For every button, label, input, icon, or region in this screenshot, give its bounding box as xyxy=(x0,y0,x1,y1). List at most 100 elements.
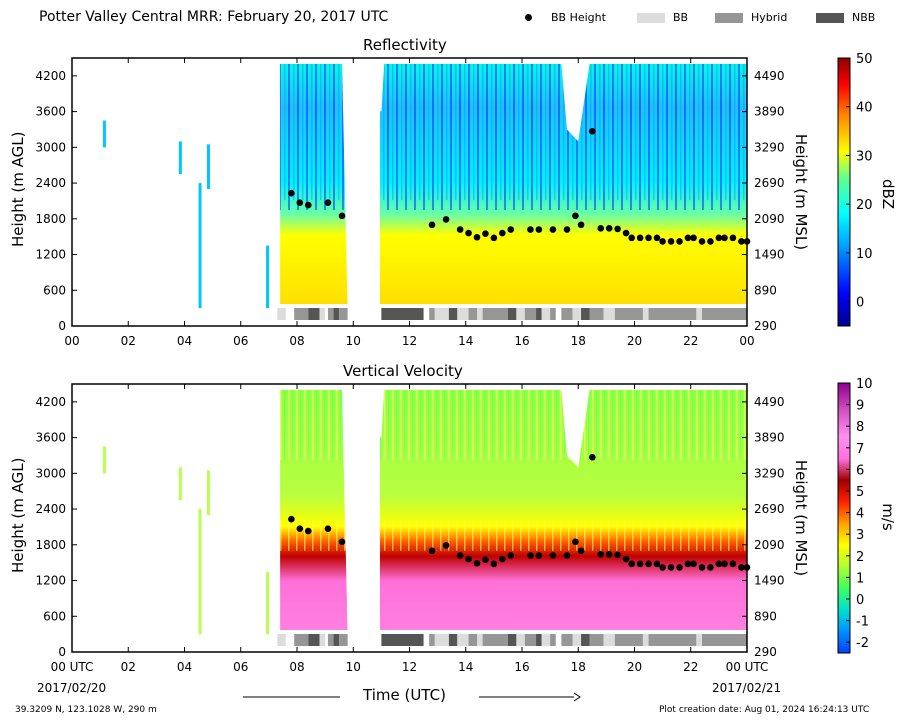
bb-height-point xyxy=(535,552,543,559)
bb-height-point xyxy=(563,552,571,559)
y-right-tick-label: 890 xyxy=(754,609,777,623)
bb-type-bar xyxy=(308,634,320,646)
x-tick-label: 20 xyxy=(627,660,642,674)
dbz-colorbar-tick-label: 40 xyxy=(856,101,873,116)
bb-type-bar xyxy=(541,308,551,320)
gap-top-2 xyxy=(561,63,590,142)
bb-type-bar xyxy=(516,308,525,320)
x-tick-label: 02 xyxy=(121,660,136,674)
bb-type-bar xyxy=(477,308,483,320)
bb-height-point xyxy=(577,547,585,555)
bb-height-point xyxy=(499,229,506,237)
bb-height-point xyxy=(690,560,697,568)
bb-height-point xyxy=(715,560,723,568)
legend-dot-icon xyxy=(525,14,532,21)
early-echo-3 xyxy=(207,144,210,190)
y-left-tick-label: 600 xyxy=(43,283,66,297)
y-right-tick-label: 1490 xyxy=(754,248,785,262)
dbz-colorbar-tick-label: 10 xyxy=(856,247,873,262)
bb-height-point xyxy=(549,226,557,233)
x-tick-label: 06 xyxy=(233,660,248,674)
bb-type-bar xyxy=(589,308,604,320)
bb-height-point xyxy=(527,226,534,233)
bb-type-bar xyxy=(482,308,508,320)
date-end: 2017/02/21 xyxy=(712,681,782,695)
bb-height-point xyxy=(667,564,675,571)
y-left-tick-label: 0 xyxy=(58,645,66,659)
bb-height-point xyxy=(304,527,312,535)
velocity-colorbar-tick-label: 9 xyxy=(856,399,864,414)
y-left-tick-label: 4200 xyxy=(35,395,66,409)
bb-type-bar xyxy=(536,308,542,320)
bb-height-point xyxy=(659,564,666,571)
bb-height-point xyxy=(645,234,652,242)
bb-height-point xyxy=(676,564,683,571)
bb-height-point xyxy=(465,555,472,563)
bb-type-bar xyxy=(381,308,424,320)
bb-type-bar xyxy=(319,634,326,646)
colorbars: 0 10 20 30 40 50 -2 -1 0 1 2 3 4 5 6 7 8 9 10 xyxy=(837,52,873,654)
bb-type-bar xyxy=(339,308,348,320)
x-tick-label: 00 xyxy=(64,334,79,348)
y-right-tick-label: 290 xyxy=(754,645,777,659)
bb-height-point xyxy=(572,538,579,546)
vertical-velocity-panel: 0 600 1200 1800 2400 3000 3600 4200 290 890 1490 20… xyxy=(35,383,785,674)
bb-height-point xyxy=(456,552,464,559)
bb-type-bar xyxy=(561,308,573,320)
x-tick-label: 08 xyxy=(289,334,304,348)
bb-height-point xyxy=(456,226,464,233)
bb-type-bar xyxy=(468,308,477,320)
footer-creation-date: Plot creation date: Aug 01, 2024 16:24:1… xyxy=(659,705,870,715)
bb-height-point xyxy=(563,226,571,233)
early-echo-3 xyxy=(207,470,210,516)
bb-height-point xyxy=(473,559,481,567)
bb-type-bar xyxy=(477,634,483,646)
legend: BB Height BB Hybrid NBB xyxy=(520,10,900,28)
bb-type-bar xyxy=(333,634,340,646)
x-tick-label: 14 xyxy=(458,660,473,674)
bb-height-point xyxy=(645,560,652,568)
bb-height-point xyxy=(628,560,635,568)
bb-height-point xyxy=(659,238,666,245)
bb-type-bar xyxy=(277,308,286,320)
bb-type-bar xyxy=(516,634,525,646)
y-left-tick-label: 3600 xyxy=(35,431,66,445)
bb-type-bar xyxy=(572,308,582,320)
y-right-tick-label: 1490 xyxy=(754,574,785,588)
time-arrows xyxy=(243,692,581,702)
y-right-tick-label: 3290 xyxy=(754,140,785,154)
bb-height-point xyxy=(721,560,728,568)
reflectivity-panel: 0600120018002400300036004200290890149020… xyxy=(35,57,785,348)
bb-type-bar xyxy=(550,308,556,320)
bb-type-bar xyxy=(482,634,508,646)
bb-height-point xyxy=(482,230,489,237)
bb-height-point xyxy=(597,225,605,232)
bb-height-point xyxy=(473,233,481,241)
bb-type-bar xyxy=(434,308,449,320)
velocity-colorbar-tick-label: 6 xyxy=(856,463,864,478)
bb-height-point xyxy=(729,234,737,242)
bb-height-point xyxy=(729,560,737,568)
bb-height-point xyxy=(653,234,661,242)
y-right-tick-label: 3890 xyxy=(754,431,785,445)
x-tick-label: 16 xyxy=(514,660,529,674)
velocity-colorbar-tick-label: 10 xyxy=(856,377,873,392)
bb-type-bar xyxy=(448,308,458,320)
bb-type-bar xyxy=(696,308,702,320)
date-start: 2017/02/20 xyxy=(37,681,107,695)
bb-type-bar xyxy=(581,308,590,320)
bb-type-bar xyxy=(434,634,449,646)
bb-type-bar xyxy=(642,308,649,320)
bb-height-point xyxy=(577,221,585,229)
velocity-colorbar-tick-label: -2 xyxy=(856,636,869,651)
bb-height-point xyxy=(304,201,312,209)
y-left-tick-label: 1200 xyxy=(35,248,66,262)
y-right-tick-label: 2690 xyxy=(754,176,785,190)
gap-top xyxy=(361,63,385,112)
x-tick-label: 10 xyxy=(346,660,361,674)
velocity-colorbar-tick-label: 7 xyxy=(856,442,864,457)
y-left-tick-label: 3600 xyxy=(35,105,66,119)
gap-top-2 xyxy=(561,389,590,468)
bb-type-bar xyxy=(339,634,348,646)
dbz-colorbar-bar xyxy=(837,57,851,327)
